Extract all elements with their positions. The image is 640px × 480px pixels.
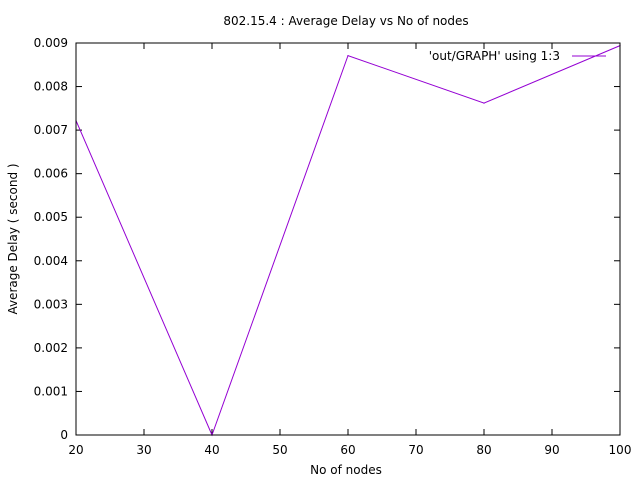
- y-tick-label: 0.002: [34, 341, 68, 355]
- chart-title: 802.15.4 : Average Delay vs No of nodes: [223, 14, 468, 28]
- x-tick-label: 90: [544, 443, 559, 457]
- y-tick-label: 0.009: [34, 36, 68, 50]
- x-tick-label: 40: [204, 443, 219, 457]
- data-point: [483, 102, 485, 104]
- y-tick-label: 0: [60, 428, 68, 442]
- y-tick-label: 0.001: [34, 384, 68, 398]
- y-tick-label: 0.003: [34, 297, 68, 311]
- x-tick-label: 70: [408, 443, 423, 457]
- x-tick-label: 80: [476, 443, 491, 457]
- y-tick-label: 0.004: [34, 254, 68, 268]
- legend: 'out/GRAPH' using 1:3: [429, 49, 606, 63]
- x-tick-label: 60: [340, 443, 355, 457]
- x-tick-label: 30: [136, 443, 151, 457]
- data-point: [347, 55, 349, 57]
- y-tick-label: 0.007: [34, 123, 68, 137]
- x-axis-ticks: 20 30 40 50 60 70 80 90 100: [68, 43, 631, 457]
- x-axis-label: No of nodes: [310, 463, 382, 477]
- y-axis-ticks: 0 0.001 0.002 0.003 0.004 0.005 0.006 0.007 0.00…: [34, 36, 620, 442]
- plot-frame: [75, 42, 621, 436]
- y-tick-label: 0.008: [34, 80, 68, 94]
- y-tick-label: 0.005: [34, 210, 68, 224]
- x-tick-label: 100: [609, 443, 632, 457]
- x-tick-label: 20: [68, 443, 83, 457]
- y-tick-label: 0.006: [34, 167, 68, 181]
- x-tick-label: 50: [272, 443, 287, 457]
- y-axis-label: Average Delay ( second ): [6, 163, 20, 314]
- legend-label: 'out/GRAPH' using 1:3: [429, 49, 560, 63]
